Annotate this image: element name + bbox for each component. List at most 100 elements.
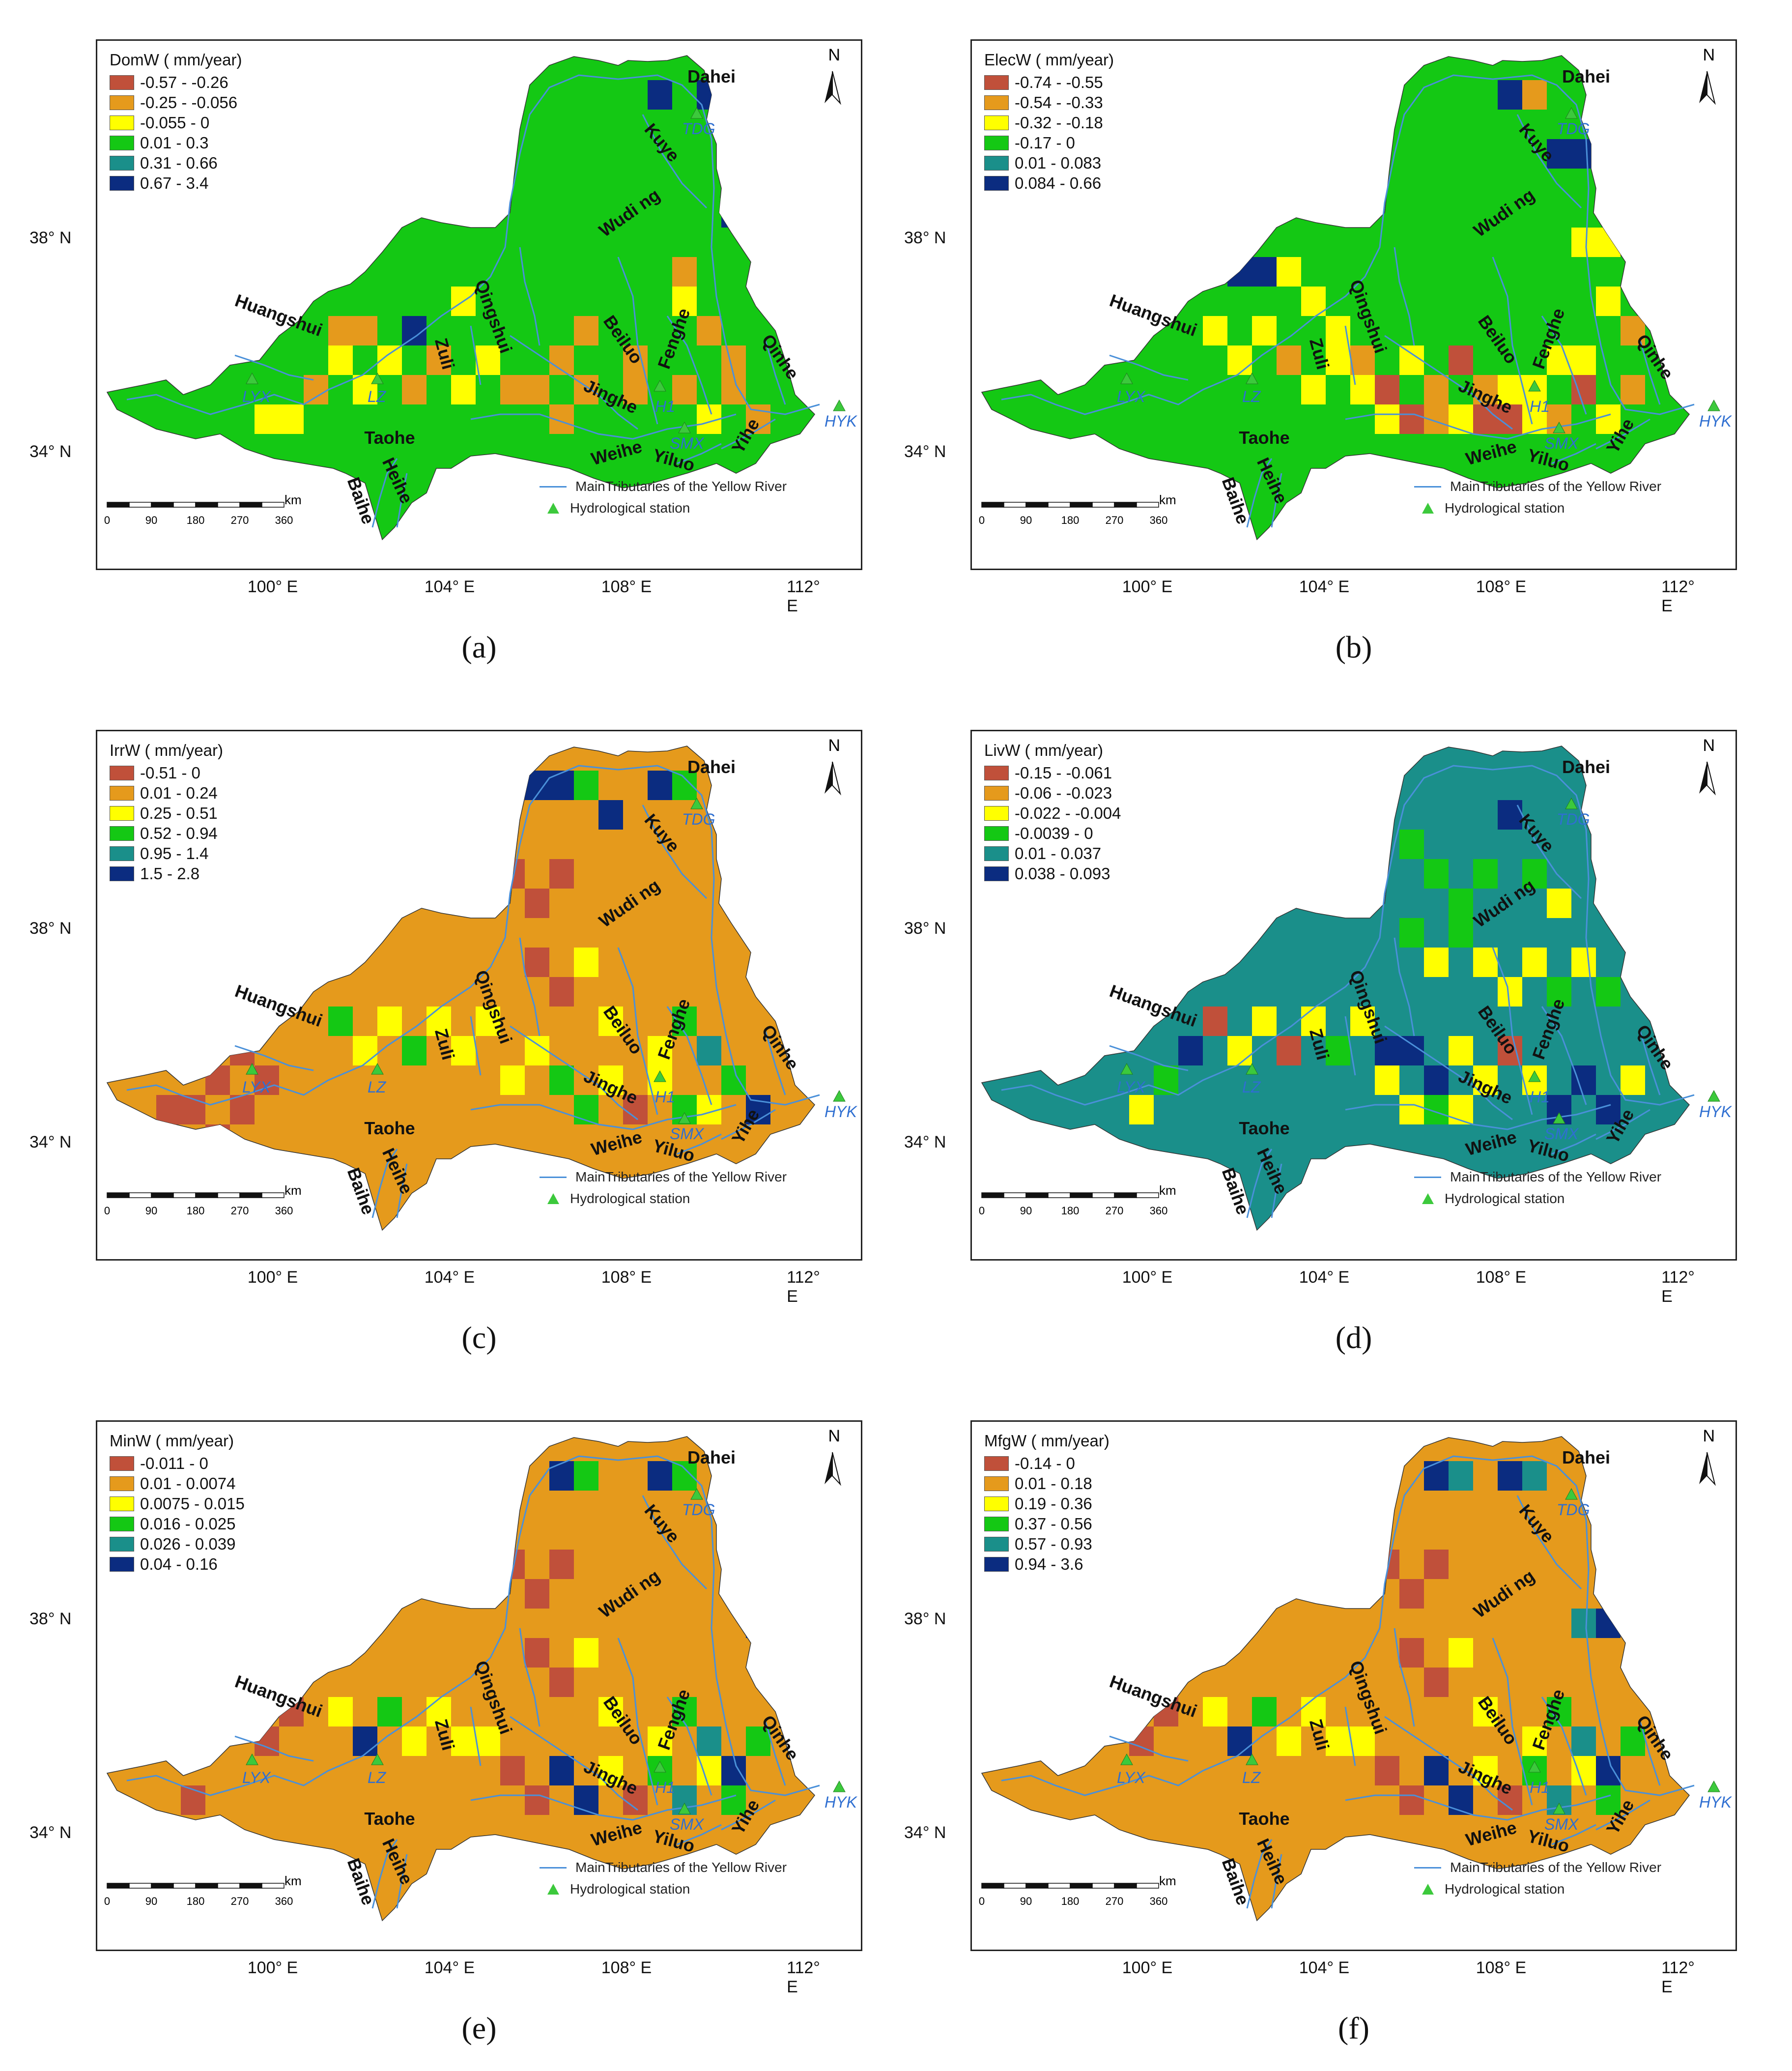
panel-caption: (e) bbox=[461, 2011, 497, 2045]
grid-cell bbox=[721, 1756, 746, 1785]
scale-tick-label: 0 bbox=[104, 1895, 111, 1907]
station-label: SMX bbox=[670, 434, 705, 452]
river-line bbox=[1345, 1794, 1611, 1821]
scale-bar-graphic bbox=[981, 502, 1159, 508]
river-line bbox=[617, 257, 658, 425]
river-line bbox=[1344, 1016, 1356, 1076]
grid-cell bbox=[500, 1756, 525, 1785]
grid-cell bbox=[476, 1726, 500, 1756]
grid-cell bbox=[648, 771, 672, 800]
grid-cell bbox=[1154, 1065, 1178, 1095]
grid-cell bbox=[328, 1007, 353, 1036]
legend-label: 0.026 - 0.039 bbox=[140, 1534, 236, 1553]
river-label: Dahei bbox=[1562, 66, 1610, 86]
river-line bbox=[470, 1104, 737, 1130]
longitude-label: 100° E bbox=[247, 577, 298, 596]
grid-cell bbox=[549, 1756, 574, 1785]
grid-cell bbox=[1473, 948, 1498, 977]
north-arrow-icon bbox=[825, 761, 841, 796]
grid-cell bbox=[672, 375, 697, 404]
river-line bbox=[617, 1638, 658, 1806]
legend-label: 0.52 - 0.94 bbox=[140, 824, 218, 842]
river-legend-label: MainTributaries of the Yellow River bbox=[1450, 479, 1662, 494]
station-marker bbox=[833, 1780, 846, 1792]
river-legend-label: MainTributaries of the Yellow River bbox=[1450, 1169, 1662, 1184]
legend-label: 0.04 - 0.16 bbox=[140, 1554, 218, 1573]
river-line bbox=[1001, 765, 1695, 1106]
map-panel-f: Dahei Kuye Wudi ng Huangshui Qingshui Zuli Bei… bbox=[875, 1381, 1737, 2045]
grid-cell bbox=[598, 1007, 623, 1036]
grid-cell bbox=[1375, 1065, 1399, 1095]
longitude-label: 104° E bbox=[424, 1958, 475, 1977]
legend-label: -0.0039 - 0 bbox=[1015, 824, 1093, 842]
station-label: LYX bbox=[242, 1769, 271, 1786]
grid-cell bbox=[1350, 169, 1375, 198]
map-frame: Dahei Kuye Wudi ng Huangshui Qingshui Zuli Bei… bbox=[96, 1420, 862, 1951]
scale-tick-label: 90 bbox=[145, 1895, 158, 1907]
river-line bbox=[126, 765, 820, 1106]
legend-label: -0.17 - 0 bbox=[1015, 133, 1075, 152]
river-line bbox=[234, 1045, 314, 1071]
longitude-label: 108° E bbox=[1476, 1268, 1527, 1287]
scale-bar-graphic bbox=[981, 1883, 1159, 1889]
river-line bbox=[721, 1799, 776, 1831]
grid-cell bbox=[648, 1036, 672, 1065]
grid-cell bbox=[1449, 1095, 1473, 1124]
station-marker bbox=[1528, 1070, 1541, 1082]
map-frame: Dahei Kuye Wudi ng Huangshui Qingshui Zuli Bei… bbox=[970, 1420, 1737, 1951]
grid-cell bbox=[1571, 1756, 1596, 1785]
grid-cell bbox=[279, 404, 304, 434]
grid-cell bbox=[525, 1579, 549, 1609]
river-line bbox=[1595, 418, 1650, 450]
grid-cell bbox=[1350, 1726, 1375, 1756]
north-label: N bbox=[1703, 1427, 1715, 1445]
legend-label: 0.95 - 1.4 bbox=[140, 844, 209, 863]
grid-cell bbox=[525, 1638, 549, 1668]
grid-cell bbox=[672, 287, 697, 316]
legend-label: 0.19 - 0.36 bbox=[1015, 1494, 1092, 1513]
legend-swatch bbox=[984, 1496, 1009, 1511]
grid-cell bbox=[1326, 345, 1350, 375]
scale-unit: km bbox=[1159, 492, 1176, 507]
legend-swatch bbox=[110, 826, 134, 841]
legend-swatch bbox=[984, 1516, 1009, 1531]
legend-label: 0.01 - 0.037 bbox=[1015, 844, 1102, 863]
grid-cell bbox=[1424, 1065, 1449, 1095]
longitude-label: 100° E bbox=[1122, 577, 1173, 596]
grid-cell bbox=[1252, 257, 1277, 287]
grid-cell bbox=[427, 1007, 451, 1036]
grid-cell bbox=[427, 345, 451, 375]
grid-cell bbox=[1424, 1550, 1449, 1579]
river-line bbox=[234, 1735, 314, 1762]
legend-swatch bbox=[984, 135, 1009, 150]
legend-label: -0.011 - 0 bbox=[140, 1454, 208, 1472]
grid-cell bbox=[156, 1095, 181, 1124]
legend-swatch bbox=[984, 846, 1009, 861]
river-line bbox=[396, 1854, 408, 1909]
grid-cell bbox=[1522, 859, 1547, 889]
grid-cell bbox=[697, 1036, 721, 1065]
latitude-label: 38° N bbox=[29, 1610, 72, 1628]
north-label: N bbox=[828, 736, 840, 755]
river-line bbox=[1384, 335, 1513, 430]
legend-label: -0.14 - 0 bbox=[1015, 1454, 1075, 1472]
legend-swatch bbox=[984, 75, 1009, 90]
grid-cell bbox=[181, 1785, 205, 1815]
grid-cell bbox=[1350, 345, 1375, 375]
grid-cell bbox=[1277, 257, 1301, 287]
river-legend-line bbox=[1414, 1867, 1441, 1869]
grid-cell bbox=[1522, 1726, 1547, 1756]
river-legend-label: MainTributaries of the Yellow River bbox=[575, 1169, 787, 1184]
legend-item: -0.32 - -0.18 bbox=[984, 113, 1114, 133]
basin-area bbox=[981, 746, 1690, 1231]
station-legend-icon bbox=[547, 503, 559, 514]
scale-tick-label: 180 bbox=[186, 1895, 205, 1907]
river-line bbox=[1492, 1638, 1533, 1806]
scale-tick-label: 270 bbox=[230, 1895, 249, 1907]
grid-cell bbox=[1449, 1036, 1473, 1065]
grid-cell bbox=[1596, 1756, 1621, 1785]
legend-item: -0.15 - -0.061 bbox=[984, 763, 1121, 783]
river-line bbox=[519, 1628, 540, 1727]
